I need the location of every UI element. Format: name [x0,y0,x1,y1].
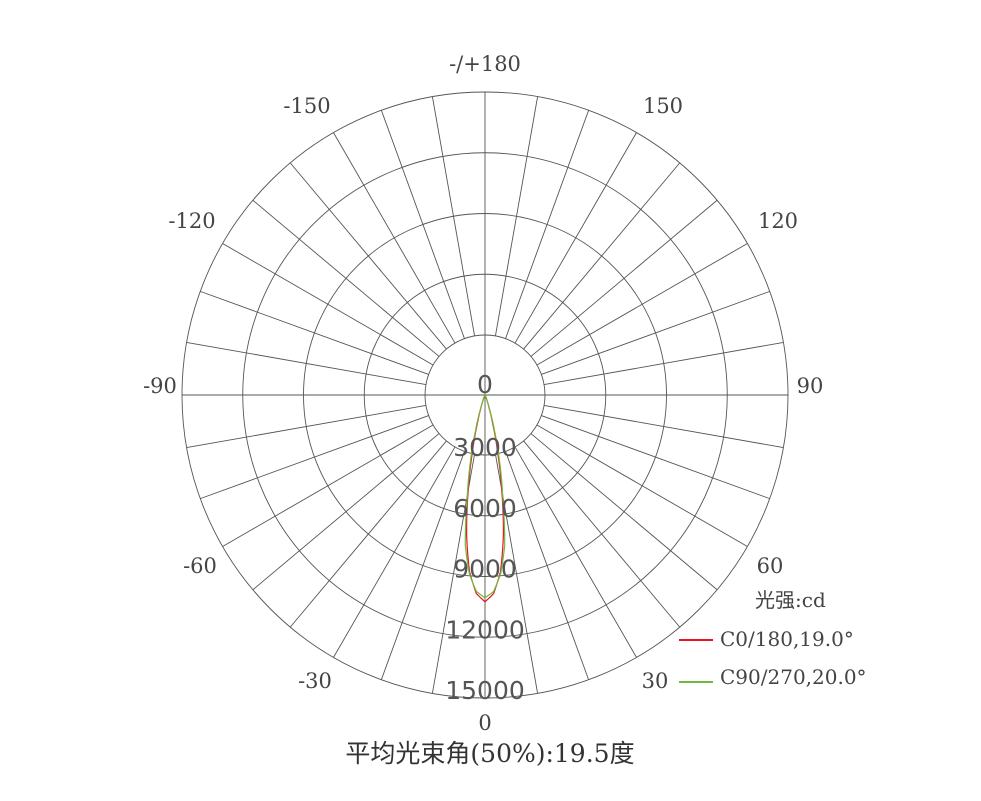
polar-grid [181,91,789,699]
chart-title: 平均光束角(50%):19.5度 [345,739,634,768]
grid-spoke [289,162,447,350]
angle-label: -120 [168,209,215,233]
grid-spoke [494,96,539,336]
grid-spoke [536,424,748,547]
angle-label: 60 [757,554,784,578]
angle-label: -60 [183,554,217,578]
angle-label: -/+180 [449,52,521,76]
angle-label: 120 [758,209,798,233]
grid-spoke [505,110,590,339]
intensity-curves [464,394,506,603]
radial-tick-label: 3000 [453,433,517,462]
angle-label: -90 [143,374,177,398]
grid-spoke [530,199,718,357]
grid-spoke [544,341,784,386]
grid-spoke [514,446,637,658]
angle-label: 150 [643,94,683,118]
grid-spoke [252,433,440,591]
grid-spoke [289,440,447,628]
radial-tick-label: 6000 [453,494,517,523]
grid-spoke [222,243,434,366]
grid-spoke [200,415,429,500]
radial-labels: 0 3000 6000 9000 12000 15000 [445,370,525,705]
grid-spoke [431,96,476,336]
grid-spoke [380,110,465,339]
grid-spoke [222,424,434,547]
grid-spoke [380,451,465,680]
angle-label: 90 [797,374,824,398]
grid-spoke [186,404,426,449]
grid-spoke [541,415,770,500]
angle-label: 30 [642,669,669,693]
grid-spoke [252,199,440,357]
grid-spoke [541,290,770,375]
grid-spoke [523,162,681,350]
radial-tick-label: 9000 [453,555,517,584]
grid-spoke [505,451,590,680]
radial-tick-label: 12000 [445,615,525,644]
legend-label-c90: C90/270,20.0° [720,665,867,689]
radial-tick-label: 15000 [445,676,525,705]
grid-spoke [333,132,456,344]
grid-spoke [530,433,718,591]
grid-spoke [536,243,748,366]
grid-spoke [333,446,456,658]
legend: C0/180,19.0° C90/270,20.0° [679,627,867,689]
grid-spoke [544,404,784,449]
radial-tick-label: 0 [477,370,493,399]
legend-label-c0: C0/180,19.0° [720,627,854,651]
unit-label: 光强:cd [755,588,826,612]
angle-label: -150 [283,94,330,118]
grid-spoke [514,132,637,344]
angle-label: 0 [478,711,491,735]
curve-series-1 [464,394,506,599]
grid-spoke [200,290,429,375]
angle-labels: 0 30 60 90 120 150 -/+180 -30 -60 -90 -120 -150 [143,52,823,735]
angle-label: -30 [298,669,332,693]
grid-spoke [523,440,681,628]
grid-spoke [186,341,426,386]
